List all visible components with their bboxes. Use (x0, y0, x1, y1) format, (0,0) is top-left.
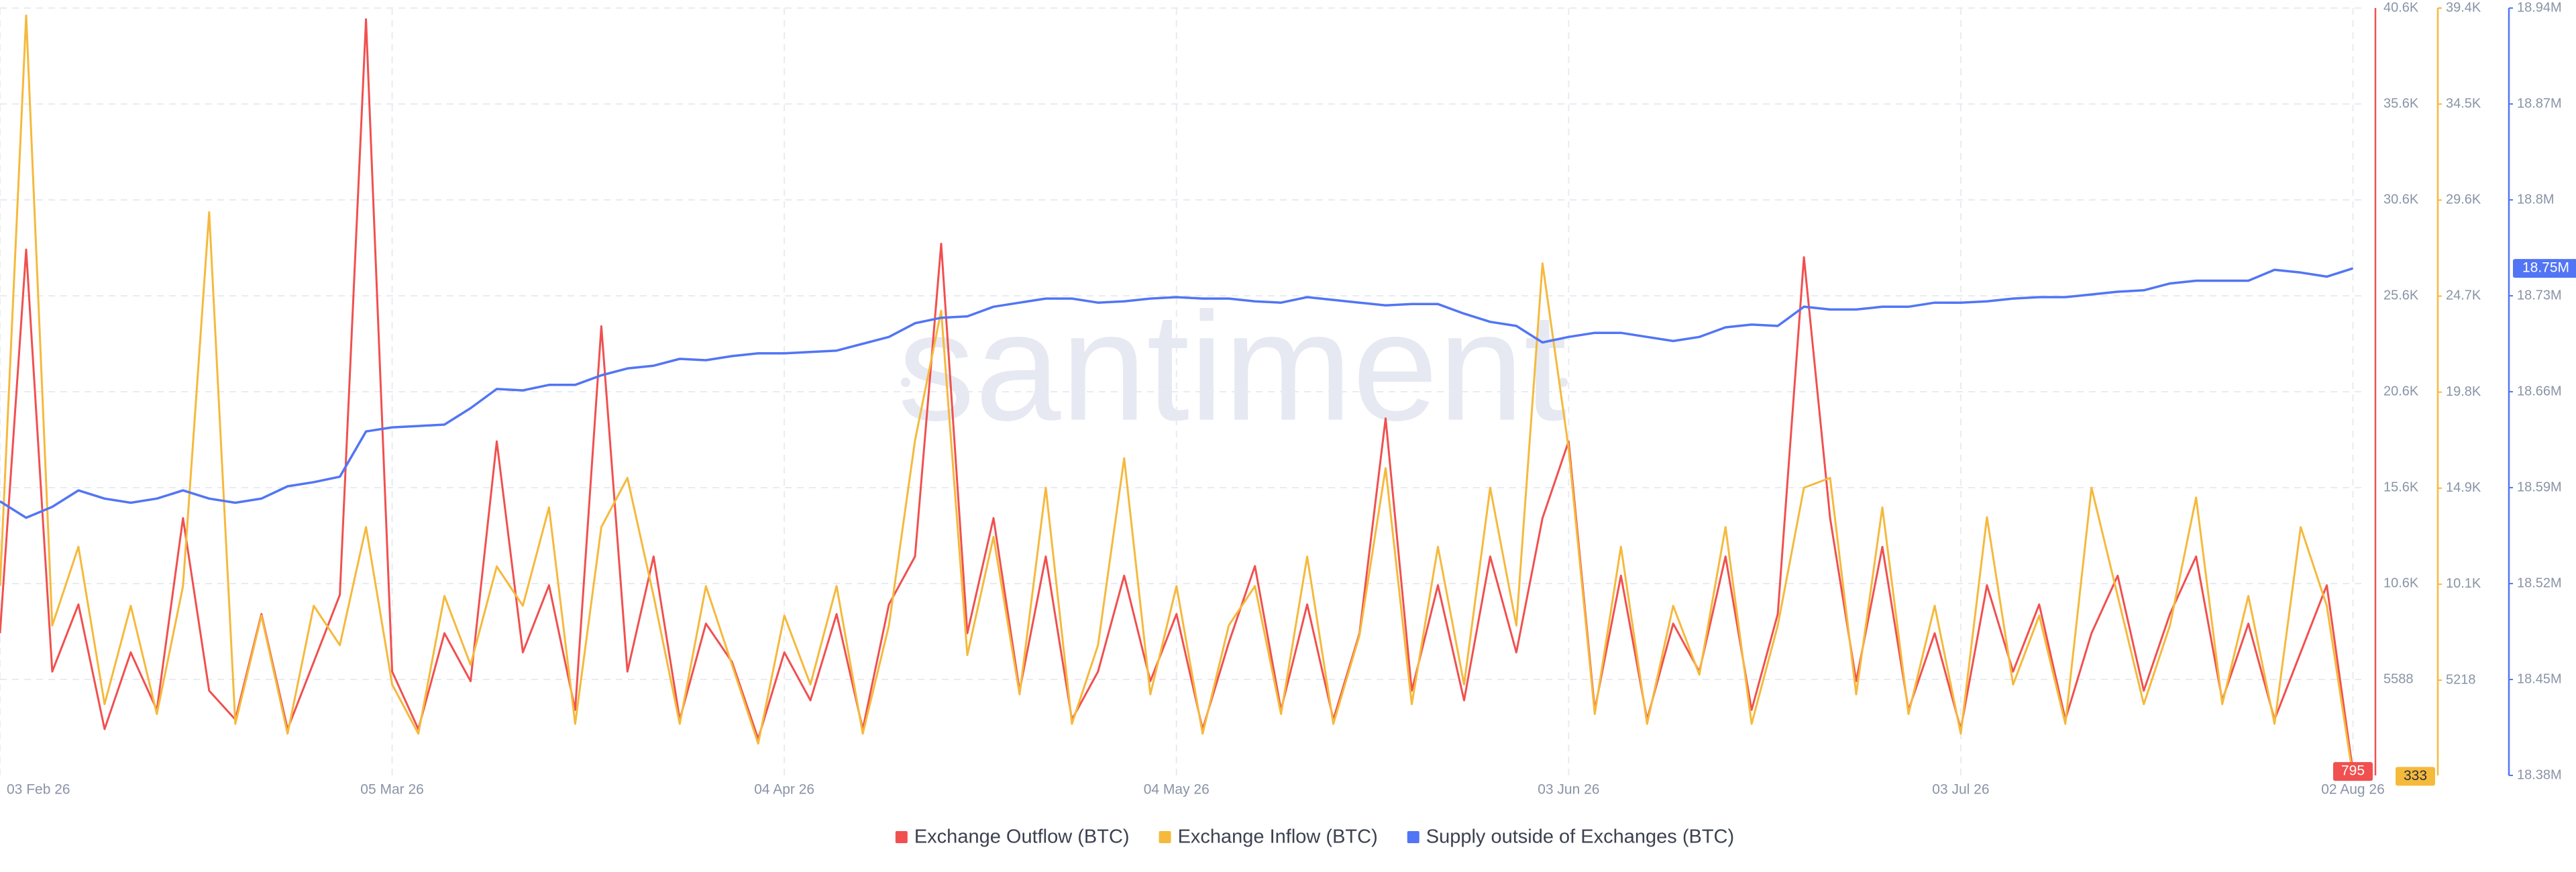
y-tick-label: 24.7K (2446, 288, 2481, 303)
current-value-label: 333 (2404, 768, 2427, 783)
legend-item: Exchange Outflow (BTC) (895, 826, 1130, 848)
y-tick-label: 5218 (2446, 672, 2476, 687)
legend-item: Exchange Inflow (BTC) (1159, 826, 1378, 848)
legend-item: Supply outside of Exchanges (BTC) (1407, 826, 1734, 848)
x-tick-label: 02 Aug 26 (2321, 782, 2385, 798)
x-tick-label: 04 May 26 (1144, 782, 1210, 798)
x-tick-label: 04 Apr 26 (754, 782, 814, 798)
y-tick-label: 18.73M (2517, 288, 2562, 303)
legend-label: Exchange Outflow (BTC) (914, 826, 1130, 848)
current-value-badge (2333, 762, 2373, 781)
x-tick-label: 03 Feb 26 (7, 782, 70, 798)
y-tick-label: 18.59M (2517, 480, 2562, 494)
legend: Exchange Outflow (BTC) Exchange Inflow (B… (895, 826, 1734, 848)
y-tick-label: 10.6K (2383, 576, 2419, 590)
series-line (0, 267, 2354, 519)
current-value-badge (2396, 767, 2435, 786)
y-tick-label: 18.52M (2517, 576, 2562, 590)
y-tick-label: 25.6K (2383, 288, 2419, 303)
y-tick-label: 30.6K (2383, 192, 2419, 207)
x-tick-label: 03 Jun 26 (1538, 782, 1599, 798)
y-tick-label: 14.9K (2446, 480, 2481, 495)
y-tick-label: 20.6K (2383, 384, 2419, 398)
y-tick-label: 15.6K (2383, 480, 2419, 494)
legend-swatch (1407, 831, 1419, 843)
y-tick-label: 10.1K (2446, 576, 2481, 591)
y-tick-label: 18.94M (2517, 0, 2562, 15)
y-tick-label: 39.4K (2446, 0, 2481, 15)
y-tick-label: 18.45M (2517, 671, 2562, 686)
y-tick-label: 18.66M (2517, 384, 2562, 398)
y-tick-label: 29.6K (2446, 193, 2481, 207)
legend-label: Supply outside of Exchanges (BTC) (1426, 826, 1734, 848)
y-tick-label: 19.8K (2446, 384, 2481, 399)
x-tick-label: 05 Mar 26 (360, 782, 424, 798)
y-tick-label: 5588 (2383, 671, 2414, 686)
y-tick-label: 18.87M (2517, 96, 2562, 111)
x-tick-label: 03 Jul 26 (1932, 782, 1989, 798)
legend-swatch (1159, 831, 1171, 843)
legend-swatch (895, 831, 908, 843)
watermark-dot (901, 378, 910, 387)
current-value-label: 795 (2341, 763, 2365, 779)
y-tick-label: 35.6K (2383, 96, 2419, 111)
current-value-label: 18.75M (2522, 260, 2569, 276)
watermark: santiment (898, 280, 1566, 453)
series-line (0, 14, 2354, 777)
y-tick-label: 34.5K (2446, 96, 2481, 111)
y-tick-label: 18.38M (2517, 767, 2562, 782)
watermark-dot (1558, 378, 1568, 387)
y-tick-label: 18.8M (2517, 192, 2555, 207)
current-value-badge (2513, 259, 2576, 278)
legend-label: Exchange Inflow (BTC) (1178, 826, 1378, 848)
y-tick-label: 40.6K (2383, 0, 2419, 15)
